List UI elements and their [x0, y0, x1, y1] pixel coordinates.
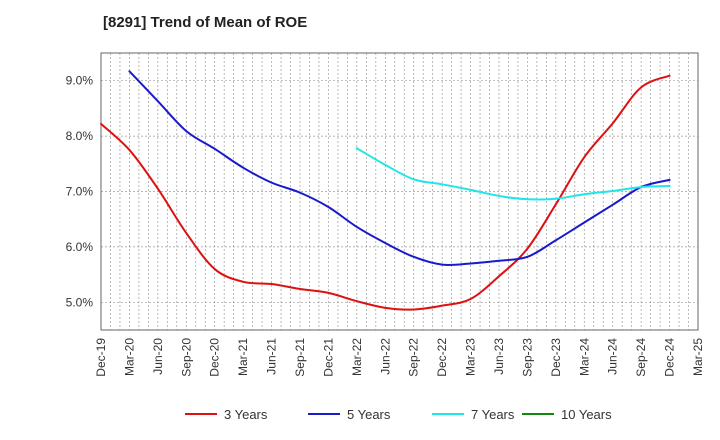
chart-title: [8291] Trend of Mean of ROE [103, 14, 308, 31]
x-tick-label: Jun-20 [151, 338, 165, 375]
x-tick-label: Sep-22 [407, 338, 421, 377]
legend-item-7-years: 7 Years [432, 407, 515, 422]
series-line-3-years [100, 74, 671, 311]
y-tick-label: 7.0% [66, 185, 94, 199]
x-tick-label: Jun-24 [606, 338, 620, 375]
x-tick-label: Dec-19 [94, 338, 108, 377]
legend-item-5-years: 5 Years [308, 407, 391, 422]
plot-border [100, 52, 699, 331]
legend-label: 7 Years [471, 407, 515, 422]
x-tick-label: Sep-21 [293, 338, 307, 377]
series-line-5-years [128, 70, 671, 267]
legend-item-10-years: 10 Years [522, 407, 612, 422]
x-tick-label: Dec-21 [321, 338, 335, 377]
x-tick-label: Dec-23 [549, 338, 563, 377]
x-tick-label: Jun-21 [265, 338, 279, 375]
x-tick-label: Mar-25 [691, 338, 705, 376]
x-tick-label: Dec-22 [435, 338, 449, 377]
x-tick-label: Mar-22 [350, 338, 364, 376]
y-tick-label: 6.0% [66, 240, 94, 254]
y-tick-label: 9.0% [66, 74, 94, 88]
x-tick-label: Dec-24 [663, 338, 677, 377]
x-tick-label: Jun-23 [492, 338, 506, 375]
x-tick-label: Sep-23 [520, 338, 534, 377]
axis-layer: 5.0% 6.0% 7.0% 8.0% 9.0% Dec-19 Mar-20 Jun-20 Se… [66, 52, 705, 377]
legend-label: 5 Years [347, 407, 391, 422]
series-layer [100, 70, 671, 311]
y-tick-label: 8.0% [66, 129, 94, 143]
x-tick-label: Mar-23 [464, 338, 478, 376]
x-tick-label: Mar-21 [236, 338, 250, 376]
x-tick-label: Mar-20 [122, 338, 136, 376]
legend-label: 10 Years [561, 407, 612, 422]
x-tick-label: Dec-20 [208, 338, 222, 377]
legend-item-3-years: 3 Years [185, 407, 268, 422]
y-tick-label: 5.0% [66, 295, 94, 309]
grid-layer [100, 53, 699, 330]
legend: 3 Years 5 Years 7 Years 10 Years [185, 407, 612, 422]
x-tick-label: Jun-22 [378, 338, 392, 375]
x-tick-label: Mar-24 [577, 338, 591, 376]
series-line-7-years [355, 147, 671, 201]
x-tick-label: Sep-20 [179, 338, 193, 377]
x-tick-label: Sep-24 [634, 338, 648, 377]
legend-label: 3 Years [224, 407, 268, 422]
